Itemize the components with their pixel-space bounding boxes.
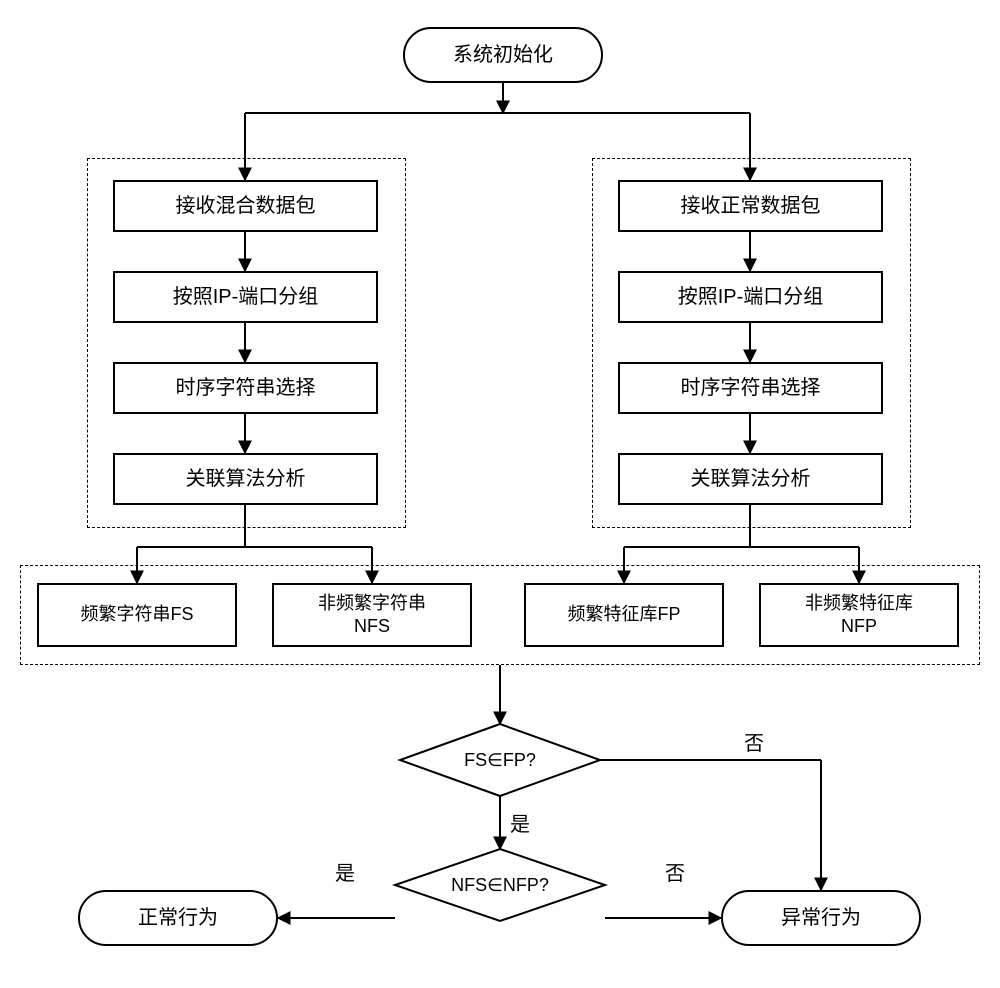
d1-yes-label: 是: [510, 808, 530, 837]
flowchart-canvas: 系统初始化 正常行为 异常行为 接收混合数据包 按照IP-端口分组 时序字符串选…: [0, 0, 1000, 988]
left-step-3: 时序字符串选择: [113, 362, 378, 414]
right-step-4: 关联算法分析: [618, 453, 883, 505]
normal-label: 正常行为: [138, 905, 218, 931]
right-step-1: 接收正常数据包: [618, 180, 883, 232]
fp-box: 频繁特征库FP: [524, 583, 724, 647]
d2-yes-label: 是: [335, 857, 355, 886]
fs-box: 频繁字符串FS: [37, 583, 237, 647]
right-step-3: 时序字符串选择: [618, 362, 883, 414]
start-node: 系统初始化: [403, 27, 603, 83]
left-step-1: 接收混合数据包: [113, 180, 378, 232]
normal-behavior-node: 正常行为: [78, 890, 278, 946]
right-step-2: 按照IP-端口分组: [618, 271, 883, 323]
d2-no-label: 否: [665, 857, 685, 886]
start-label: 系统初始化: [453, 42, 553, 68]
left-step-4: 关联算法分析: [113, 453, 378, 505]
svg-text:FS∈FP?: FS∈FP?: [464, 750, 536, 770]
svg-text:NFS∈NFP?: NFS∈NFP?: [451, 875, 549, 895]
nfp-box: 非频繁特征库 NFP: [759, 583, 959, 647]
abnormal-behavior-node: 异常行为: [721, 890, 921, 946]
abnormal-label: 异常行为: [781, 905, 861, 931]
left-step-2: 按照IP-端口分组: [113, 271, 378, 323]
d1-no-label: 否: [744, 727, 764, 756]
nfs-box: 非频繁字符串 NFS: [272, 583, 472, 647]
